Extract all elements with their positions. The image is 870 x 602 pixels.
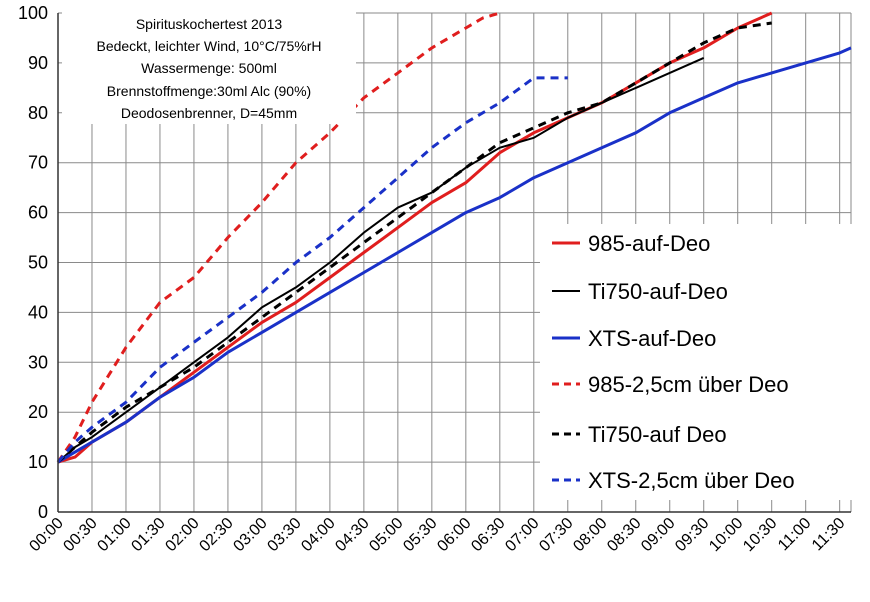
y-tick-label: 50 bbox=[28, 253, 48, 273]
y-tick-label: 100 bbox=[18, 3, 48, 23]
y-tick-label: 80 bbox=[28, 103, 48, 123]
y-tick-label: 40 bbox=[28, 302, 48, 322]
legend-item-ti750-auf-deo: Ti750-auf-Deo bbox=[552, 279, 728, 304]
y-tick-label: 70 bbox=[28, 153, 48, 173]
info-line-3: Wassermenge: 500ml bbox=[141, 60, 277, 76]
y-tick-label: 60 bbox=[28, 203, 48, 223]
legend: 985-auf-Deo Ti750-auf-Deo XTS-auf-Deo 98… bbox=[540, 224, 856, 500]
y-axis-ticks: 0 10 20 30 40 50 60 70 80 90 100 bbox=[18, 3, 48, 522]
legend-item-ti750-auf-deo-dashed: Ti750-auf Deo bbox=[552, 422, 727, 447]
legend-item-985-ueber-deo: 985-2,5cm über Deo bbox=[552, 372, 789, 397]
y-tick-label: 20 bbox=[28, 402, 48, 422]
legend-item-985-auf-deo: 985-auf-Deo bbox=[552, 231, 710, 256]
y-tick-label: 0 bbox=[38, 502, 48, 522]
legend-label: Ti750-auf Deo bbox=[588, 422, 727, 447]
series-line-4 bbox=[56, 11, 501, 463]
y-tick-label: 10 bbox=[28, 452, 48, 472]
series-line-6 bbox=[56, 76, 568, 464]
legend-label: XTS-auf-Deo bbox=[588, 326, 716, 351]
series-line-3 bbox=[57, 46, 852, 464]
legend-label: XTS-2,5cm über Deo bbox=[588, 468, 795, 493]
legend-background bbox=[540, 224, 856, 500]
axes bbox=[57, 13, 851, 513]
info-line-4: Brennstoffmenge:30ml Alc (90%) bbox=[107, 83, 311, 99]
legend-item-xts-auf-deo: XTS-auf-Deo bbox=[552, 326, 716, 351]
legend-label: Ti750-auf-Deo bbox=[588, 279, 728, 304]
series-line-2 bbox=[57, 56, 705, 463]
info-line-1: Spirituskochertest 2013 bbox=[136, 16, 283, 32]
info-line-2: Bedeckt, leichter Wind, 10°C/75%rH bbox=[96, 38, 321, 54]
y-tick-label: 30 bbox=[28, 352, 48, 372]
info-box-background bbox=[62, 12, 356, 124]
info-box: Spirituskochertest 2013 Bedeckt, leichte… bbox=[62, 12, 356, 124]
legend-label: 985-2,5cm über Deo bbox=[588, 372, 789, 397]
series-line-5 bbox=[57, 21, 772, 464]
y-tick-label: 90 bbox=[28, 53, 48, 73]
series-layer bbox=[56, 11, 852, 464]
info-line-5: Deodosenbrenner, D=45mm bbox=[121, 105, 297, 121]
legend-label: 985-auf-Deo bbox=[588, 231, 710, 256]
legend-item-xts-ueber-deo: XTS-2,5cm über Deo bbox=[552, 468, 795, 493]
